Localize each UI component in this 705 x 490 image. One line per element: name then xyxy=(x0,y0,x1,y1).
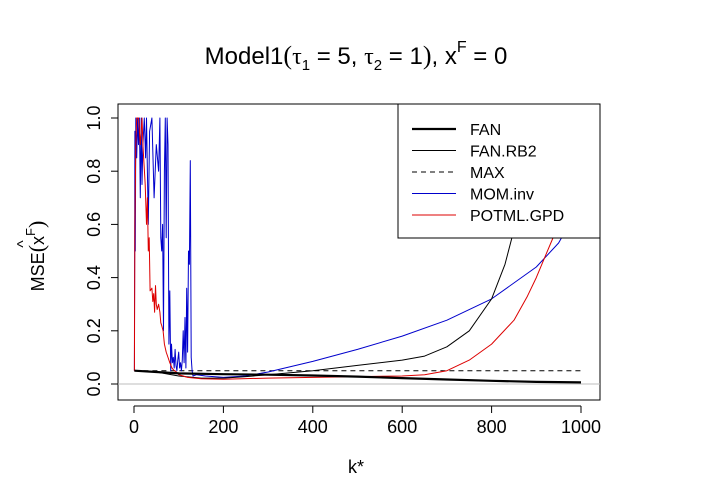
series-line-mom-inv xyxy=(133,117,564,378)
series-line-potml-gpd xyxy=(133,117,577,380)
svg-text:MSE(xF): MSE(xF) xyxy=(23,221,49,292)
x-tick-label: 200 xyxy=(208,417,238,437)
x-tick-label: 400 xyxy=(298,417,328,437)
chart-title: Model1(τ1 = 5, τ2 = 1), xF = 0 xyxy=(205,39,508,74)
legend: FAN FAN.RB2 MAX MOM.inv POTML.GPD xyxy=(397,103,601,239)
legend-label: POTML.GPD xyxy=(470,208,564,225)
x-tick-label: 600 xyxy=(387,417,417,437)
x-axis-title: k* xyxy=(348,457,364,477)
x-tick-label: 1000 xyxy=(561,417,601,437)
y-tick-label: 0.6 xyxy=(84,212,104,237)
x-axis: 0 200 400 600 800 1000 xyxy=(129,405,601,437)
y-axis-title: MSE(xF) ^ xyxy=(15,221,49,292)
legend-label: FAN.RB2 xyxy=(470,144,537,161)
x-tick-label: 0 xyxy=(129,417,139,437)
y-tick-label: 0.2 xyxy=(84,318,104,343)
y-tick-label: 0.0 xyxy=(84,371,104,396)
y-tick-label: 1.0 xyxy=(84,105,104,130)
legend-label: MOM.inv xyxy=(470,187,534,204)
y-tick-label: 0.8 xyxy=(84,159,104,184)
legend-label: MAX xyxy=(470,165,505,182)
y-axis-title-hat: ^ xyxy=(15,240,32,248)
y-tick-label: 0.4 xyxy=(84,265,104,290)
series-line-fan xyxy=(134,369,582,384)
legend-label: FAN xyxy=(470,122,501,139)
legend-box xyxy=(397,103,601,239)
x-tick-label: 800 xyxy=(477,417,507,437)
y-axis: 0.0 0.2 0.4 0.6 0.8 1.0 xyxy=(84,105,119,397)
